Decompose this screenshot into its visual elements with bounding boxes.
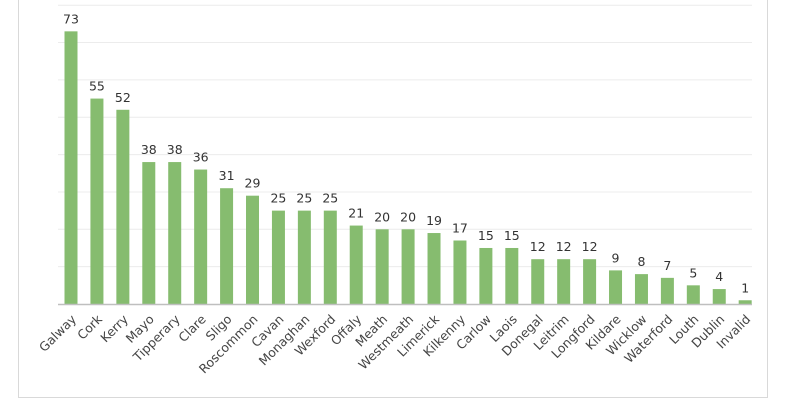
value-label-cork: 55 <box>89 79 105 94</box>
value-label-donegal: 12 <box>530 239 546 254</box>
value-label-leitrim: 12 <box>556 239 572 254</box>
bar-donegal <box>531 259 545 304</box>
value-label-longford: 12 <box>582 239 598 254</box>
bar-kildare <box>609 270 623 304</box>
value-label-wexford: 25 <box>322 191 338 206</box>
value-label-kildare: 9 <box>612 250 620 265</box>
category-labels: GalwayCorkKerryMayoTipperaryClareSligoRo… <box>36 311 753 376</box>
bar-kilkenny <box>453 240 467 304</box>
value-label-galway: 73 <box>63 11 79 26</box>
bar-carlow <box>479 247 493 304</box>
value-label-meath: 20 <box>374 209 390 224</box>
bar-cavan <box>271 210 285 304</box>
bar-meath <box>375 229 389 304</box>
bar-wicklow <box>634 274 648 304</box>
bar-waterford <box>660 277 674 304</box>
bar-mayo <box>142 162 156 304</box>
value-label-invalid: 1 <box>741 280 749 295</box>
value-label-monaghan: 25 <box>296 191 312 206</box>
value-label-wicklow: 8 <box>637 254 645 269</box>
value-label-clare: 36 <box>193 150 209 165</box>
bar-longford <box>583 259 597 304</box>
value-label-westmeath: 20 <box>400 209 416 224</box>
value-label-offaly: 21 <box>348 206 364 221</box>
value-label-laois: 15 <box>504 228 520 243</box>
bar-kerry <box>116 109 130 304</box>
value-label-roscommon: 29 <box>245 176 261 191</box>
value-label-kilkenny: 17 <box>452 221 468 236</box>
value-label-limerick: 19 <box>426 213 442 228</box>
value-label-kerry: 52 <box>115 90 131 105</box>
bar-roscommon <box>246 195 260 304</box>
bars <box>64 31 752 304</box>
bar-invalid <box>738 300 752 304</box>
bar-westmeath <box>401 229 415 304</box>
value-label-louth: 5 <box>689 265 697 280</box>
value-label-sligo: 31 <box>219 168 235 183</box>
value-label-waterford: 7 <box>663 258 671 273</box>
value-label-tipperary: 38 <box>167 142 183 157</box>
bar-tipperary <box>168 162 182 304</box>
bar-offaly <box>349 225 363 304</box>
bar-louth <box>686 285 700 304</box>
category-label-clare: Clare <box>175 311 209 345</box>
bar-wexford <box>323 210 337 304</box>
bar-limerick <box>427 233 441 304</box>
bar-cork <box>90 98 104 304</box>
value-label-cavan: 25 <box>270 191 286 206</box>
bar-sligo <box>220 188 234 304</box>
bar-clare <box>194 169 208 304</box>
value-label-carlow: 15 <box>478 228 494 243</box>
value-label-dublin: 4 <box>715 269 723 284</box>
bar-laois <box>505 247 519 304</box>
category-label-galway: Galway <box>36 311 80 355</box>
gridlines <box>58 4 752 268</box>
value-label-mayo: 38 <box>141 142 157 157</box>
bar-monaghan <box>297 210 311 304</box>
bar-leitrim <box>557 259 571 304</box>
bar-dublin <box>712 289 726 304</box>
bar-galway <box>64 31 78 304</box>
